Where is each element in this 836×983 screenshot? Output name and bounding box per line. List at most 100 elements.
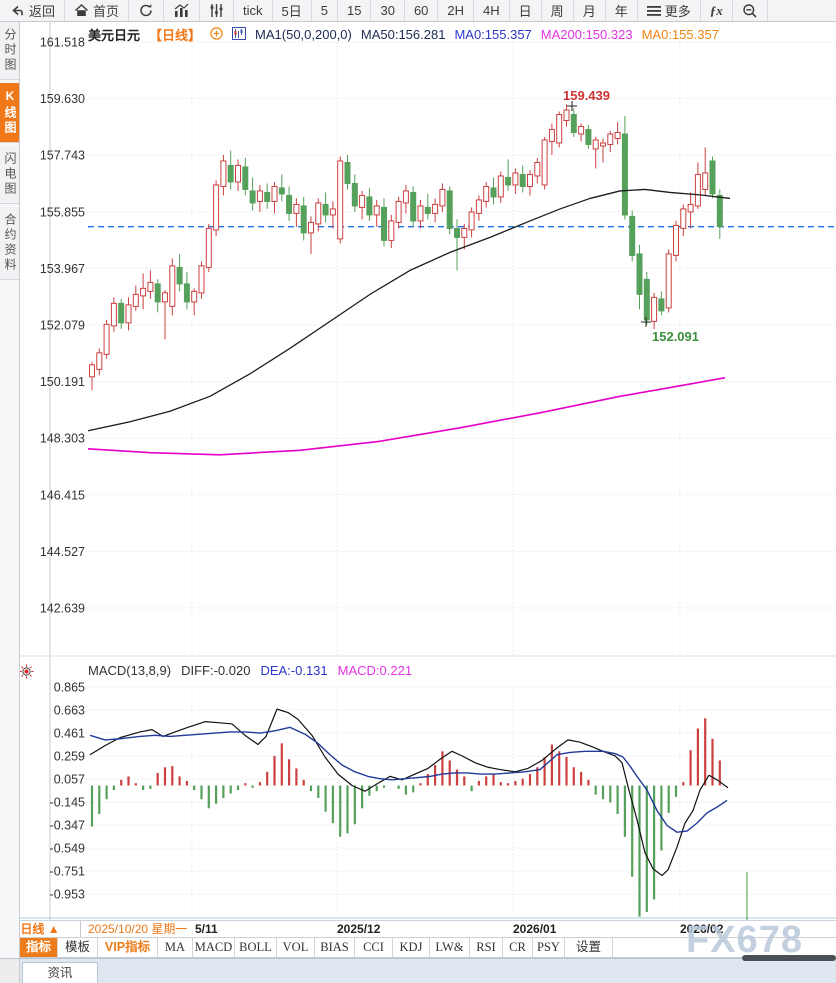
indicator-tab-RSI[interactable]: RSI: [470, 938, 503, 957]
macd-grid: 0.865 0.663 0.461 0.259 0.057 -0.145 -0.347 -0.…: [50, 680, 836, 902]
toolbar-button-15[interactable]: 15: [338, 0, 372, 21]
sliders-icon: [209, 3, 224, 18]
toolbar-button-label: 首页: [93, 4, 120, 19]
toolbar-button-周[interactable]: 周: [542, 0, 574, 21]
toolbar-button-menu[interactable]: 更多: [638, 0, 701, 21]
toolbar-button-ƒx[interactable]: ƒx: [701, 0, 733, 21]
horizontal-scrollbar-thumb[interactable]: [742, 955, 836, 961]
toolbar-button-label: ƒx: [709, 2, 723, 18]
indicator-tab-指标[interactable]: 指标: [20, 938, 58, 957]
toolbar-button-bar-chart[interactable]: [164, 0, 201, 21]
toolbar-button-30[interactable]: 30: [371, 0, 405, 21]
toolbar-button-label: 返回: [29, 4, 56, 19]
toolbar-button-label: 5日: [281, 4, 302, 19]
indicator-tab-MACD[interactable]: MACD: [193, 938, 235, 957]
indicator-tab-KDJ[interactable]: KDJ: [393, 938, 430, 957]
macd-params: MACD(13,8,9): [88, 663, 172, 678]
ma0-blue-value: MA0:155.357: [454, 27, 532, 42]
macd-axis-label: 0.057: [54, 773, 85, 787]
sidebar-tab-合约资料[interactable]: 合约资料: [0, 207, 19, 280]
ma50-value: MA50:156.281: [360, 27, 446, 42]
price-axis-label: 161.518: [40, 36, 85, 50]
macd-axis-label: -0.751: [50, 865, 85, 879]
kline-mini-icon[interactable]: [232, 26, 247, 43]
period-selector-box[interactable]: 日线 ▲: [0, 921, 81, 937]
ma50-line: [87, 188, 731, 432]
diff-line: [89, 708, 729, 877]
ma200-value: MA200:150.323: [540, 27, 633, 42]
indicator-tab-BIAS[interactable]: BIAS: [315, 938, 355, 957]
back-icon: [9, 3, 25, 18]
home-icon: [74, 3, 89, 18]
main-chart-header: 美元日元 【日线】 MA1(50,0,200,0) MA50:156.281 M…: [88, 25, 719, 44]
toolbar-button-日[interactable]: 日: [510, 0, 542, 21]
news-tab[interactable]: 资讯: [22, 962, 98, 983]
indicator-tab-VIP指标[interactable]: VIP指标: [98, 938, 158, 957]
toolbar-button-label: 15: [347, 3, 362, 18]
price-axis-label: 148.303: [40, 432, 85, 446]
indicator-tab-PSY[interactable]: PSY: [533, 938, 565, 957]
toolbar-button-zoom-out[interactable]: [733, 0, 768, 21]
toolbar-button-年[interactable]: 年: [606, 0, 638, 21]
toolbar-button-label: 更多: [664, 4, 691, 19]
price-axis-label: 159.630: [40, 92, 85, 106]
period-label: 【日线】: [149, 28, 202, 43]
toolbar-button-refresh[interactable]: [129, 0, 165, 21]
toolbar-button-5[interactable]: 5: [312, 0, 338, 21]
indicator-tab-LW&[interactable]: LW&: [430, 938, 470, 957]
toolbar-button-sliders[interactable]: [200, 0, 235, 21]
toolbar-button-2H[interactable]: 2H: [438, 0, 475, 21]
toolbar-button-label: 5: [320, 3, 328, 18]
toolbar-button-月[interactable]: 月: [574, 0, 606, 21]
indicator-tab-VOL[interactable]: VOL: [277, 938, 315, 957]
toolbar-button-back[interactable]: 返回: [0, 0, 66, 21]
price-axis-label: 153.967: [40, 262, 85, 276]
zoom-out-icon: [742, 3, 758, 19]
top-toolbar: 返回 首页 tick 5日 5 15 30 60 2H 4H 日 周 月 年 更多 ƒx: [0, 0, 836, 22]
macd-settings-sun-icon[interactable]: [19, 664, 34, 682]
macd-axis-label: 0.865: [54, 680, 85, 694]
macd-header: MACD(13,8,9) DIFF:-0.020 DEA:-0.131 MACD…: [88, 663, 412, 678]
symbol-name: 美元日元: [88, 28, 141, 43]
sidebar-tab-闪电图[interactable]: 闪电图: [0, 146, 19, 204]
toolbar-button-4H[interactable]: 4H: [474, 0, 510, 21]
price-axis-label: 150.191: [40, 375, 85, 389]
indicator-tab-CCI[interactable]: CCI: [355, 938, 393, 957]
toolbar-button-home[interactable]: 首页: [65, 0, 130, 21]
sidebar-tab-分时图[interactable]: 分时图: [0, 22, 19, 80]
indicator-tab-MA[interactable]: MA: [158, 938, 193, 957]
toolbar-button-tick[interactable]: tick: [234, 0, 273, 21]
indicator-tab-CR[interactable]: CR: [503, 938, 533, 957]
ma0-orange-value: MA0:155.357: [641, 27, 719, 42]
indicator-tab-设置[interactable]: 设置: [565, 938, 613, 957]
bottom-left-corner: [0, 959, 20, 983]
toolbar-button-60[interactable]: 60: [405, 0, 439, 21]
plus-circle-icon[interactable]: [210, 26, 223, 43]
toolbar-button-label: tick: [243, 3, 263, 18]
macd-axis-label: -0.145: [50, 796, 85, 810]
date-axis-row: 日线 ▲ 2025/10/20 星期一 5/11 2025/12 2026/01 20…: [0, 920, 836, 937]
dea-line: [89, 726, 728, 833]
high-annotation: 159.439: [563, 88, 610, 103]
price-axis-label: 144.527: [40, 545, 85, 559]
sidebar-tab-K线图[interactable]: K线图: [0, 83, 19, 143]
toolbar-button-label: 4H: [483, 3, 500, 18]
toolbar-button-5日[interactable]: 5日: [273, 0, 312, 21]
price-axis-label: 142.639: [40, 601, 85, 615]
dea-value: DEA:-0.131: [260, 663, 328, 678]
indicator-tab-模板[interactable]: 模板: [58, 938, 98, 957]
macd-axis-label: 0.663: [54, 703, 85, 717]
month-label: 2025/12: [337, 922, 381, 936]
macd-value: MACD:0.221: [337, 663, 413, 678]
toolbar-button-label: 周: [550, 4, 564, 19]
indicator-tab-BOLL[interactable]: BOLL: [235, 938, 277, 957]
toolbar-button-label: 月: [582, 4, 596, 19]
price-annotations: 159.439 152.091: [563, 88, 699, 344]
macd-histogram: [90, 718, 721, 917]
refresh-icon: [138, 3, 154, 18]
price-axis-label: 157.743: [40, 149, 85, 163]
bottom-bar: 资讯: [0, 958, 836, 983]
month-label: 5/11: [195, 922, 218, 936]
toolbar-button-label: 2H: [447, 3, 465, 18]
